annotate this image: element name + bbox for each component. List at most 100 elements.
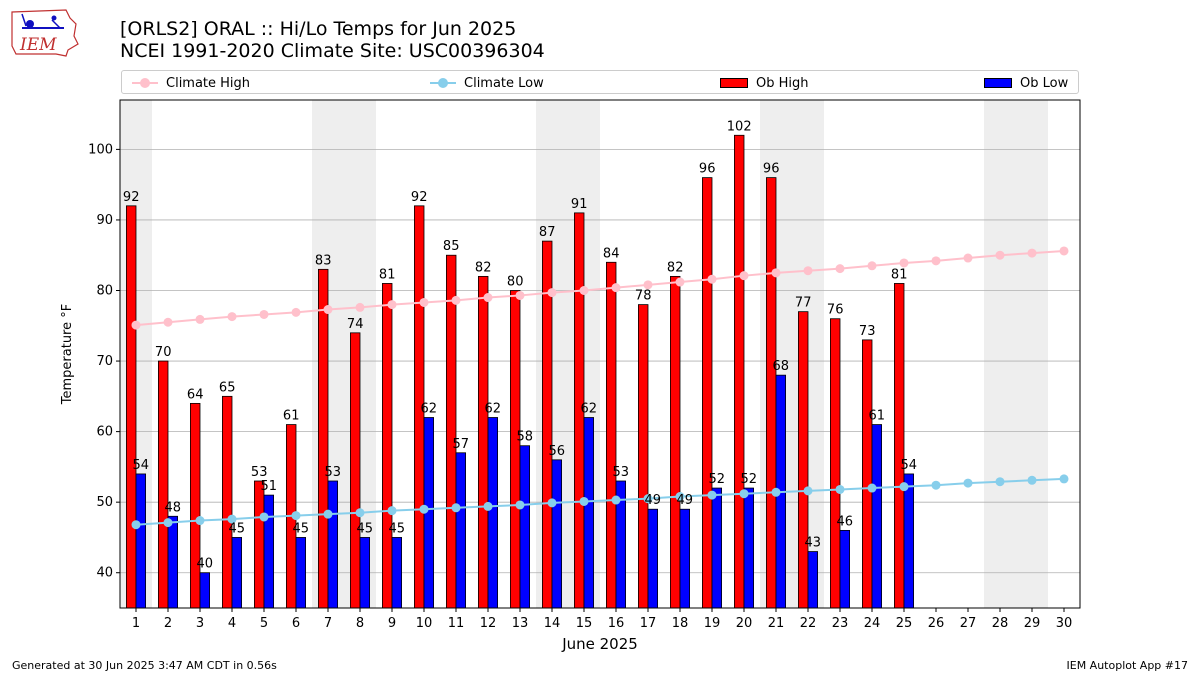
climate-low-point [1059, 474, 1069, 484]
footer-app: IEM Autoplot App #17 [1066, 659, 1189, 672]
ob-low-value-label: 53 [613, 465, 630, 480]
ob-high-bar [157, 360, 169, 609]
y-tick-label: 40 [96, 566, 113, 581]
climate-high-point [643, 280, 653, 290]
climate-low-point [643, 494, 653, 504]
ob-high-value-label: 85 [443, 239, 460, 254]
climate-low-point [355, 508, 365, 518]
climate-low-point [931, 480, 941, 490]
climate-high-point [963, 253, 973, 263]
ob-high-bar [894, 283, 905, 609]
climate-high-point [611, 283, 621, 293]
ob-high-bar [509, 290, 521, 609]
ob-high-bar [638, 304, 649, 609]
ob-high-value-label: 77 [795, 296, 812, 311]
legend-climate-high: Climate High [132, 71, 250, 95]
ob-low-bar [679, 508, 691, 609]
x-tick-label: 18 [672, 616, 689, 631]
x-tick-label: 26 [928, 616, 945, 631]
climate-low-point [195, 516, 205, 526]
legend-ob-low: Ob Low [984, 71, 1068, 95]
ob-low-bar [263, 494, 275, 609]
legend-label-climate-low: Climate Low [464, 75, 544, 91]
ob-low-value-label: 40 [197, 557, 214, 572]
ob-low-value-label: 43 [805, 536, 822, 551]
climate-high-point [1059, 246, 1069, 256]
ob-high-bar [606, 261, 617, 609]
ob-high-bar [798, 311, 809, 609]
climate-low-point [963, 478, 973, 488]
climate-high-point [899, 258, 909, 268]
ob-low-value-label: 54 [133, 458, 150, 473]
legend-label-climate-high: Climate High [166, 75, 251, 91]
x-tick-label: 4 [228, 616, 236, 631]
ob-high-value-label: 87 [539, 225, 556, 240]
climate-high-point [163, 317, 173, 327]
ob-high-value-label: 82 [667, 260, 684, 275]
title-line-2: NCEI 1991-2020 Climate Site: USC00396304 [120, 40, 545, 62]
climate-high-swatch-icon [132, 78, 158, 88]
climate-low-point [419, 504, 429, 514]
climate-low-point [771, 487, 781, 497]
ob-low-value-label: 45 [357, 521, 374, 536]
ob-high-value-label: 96 [699, 162, 716, 177]
climate-low-point [259, 512, 269, 522]
climate-high-point [1027, 248, 1037, 258]
x-tick-label: 11 [448, 616, 465, 631]
x-tick-label: 12 [480, 616, 497, 631]
x-tick-label: 7 [324, 616, 332, 631]
x-tick-label: 28 [992, 616, 1009, 631]
ob-low-bar [359, 537, 371, 609]
climate-high-point [323, 305, 333, 315]
ob-low-bar [583, 417, 595, 609]
ob-high-swatch-icon [720, 78, 748, 88]
legend-climate-low: Climate Low [430, 71, 544, 95]
climate-low-point [451, 503, 461, 513]
ob-high-bar [126, 205, 137, 609]
climate-high-point [579, 286, 589, 295]
ob-high-bar [349, 332, 361, 609]
climate-high-line [135, 249, 1065, 327]
climate-low-point [163, 518, 173, 528]
climate-low-point [739, 489, 749, 499]
climate-high-point [195, 314, 205, 324]
x-tick-label: 16 [608, 616, 625, 631]
climate-low-point [131, 520, 141, 530]
ob-high-bar [670, 275, 681, 609]
climate-low-point [611, 495, 621, 505]
ob-high-value-label: 96 [763, 162, 780, 177]
ob-low-bar [551, 459, 563, 609]
y-tick-label: 60 [96, 425, 113, 440]
ob-low-bar [135, 473, 146, 609]
ob-low-value-label: 68 [773, 359, 790, 374]
ob-high-value-label: 78 [635, 289, 652, 304]
x-tick-label: 24 [864, 616, 881, 631]
climate-high-point [547, 288, 557, 298]
climate-high-point [131, 320, 141, 330]
x-tick-label: 10 [416, 616, 433, 631]
climate-high-point [483, 293, 493, 303]
climate-high-point [803, 266, 813, 276]
x-tick-label: 30 [1056, 616, 1073, 631]
ob-high-value-label: 91 [571, 197, 588, 212]
climate-high-point [259, 309, 269, 319]
climate-high-point [835, 264, 845, 274]
climate-low-point [835, 484, 845, 494]
ob-high-bar [221, 395, 233, 609]
plot-frame [119, 99, 1081, 609]
x-tick-label: 9 [388, 616, 396, 631]
climate-low-point [707, 490, 717, 500]
ob-high-bar [830, 318, 841, 609]
climate-low-point [291, 511, 301, 521]
climate-high-point [707, 274, 717, 284]
ob-high-bar [734, 134, 745, 609]
climate-low-point [483, 501, 493, 511]
ob-high-bar [766, 177, 777, 609]
x-axis-label: June 2025 [561, 635, 638, 653]
ob-low-value-label: 49 [677, 493, 694, 508]
ob-high-value-label: 76 [827, 303, 844, 318]
climate-high-point [771, 268, 781, 278]
x-tick-label: 22 [800, 616, 817, 631]
climate-high-point [419, 297, 429, 307]
ob-high-value-label: 65 [219, 380, 236, 395]
